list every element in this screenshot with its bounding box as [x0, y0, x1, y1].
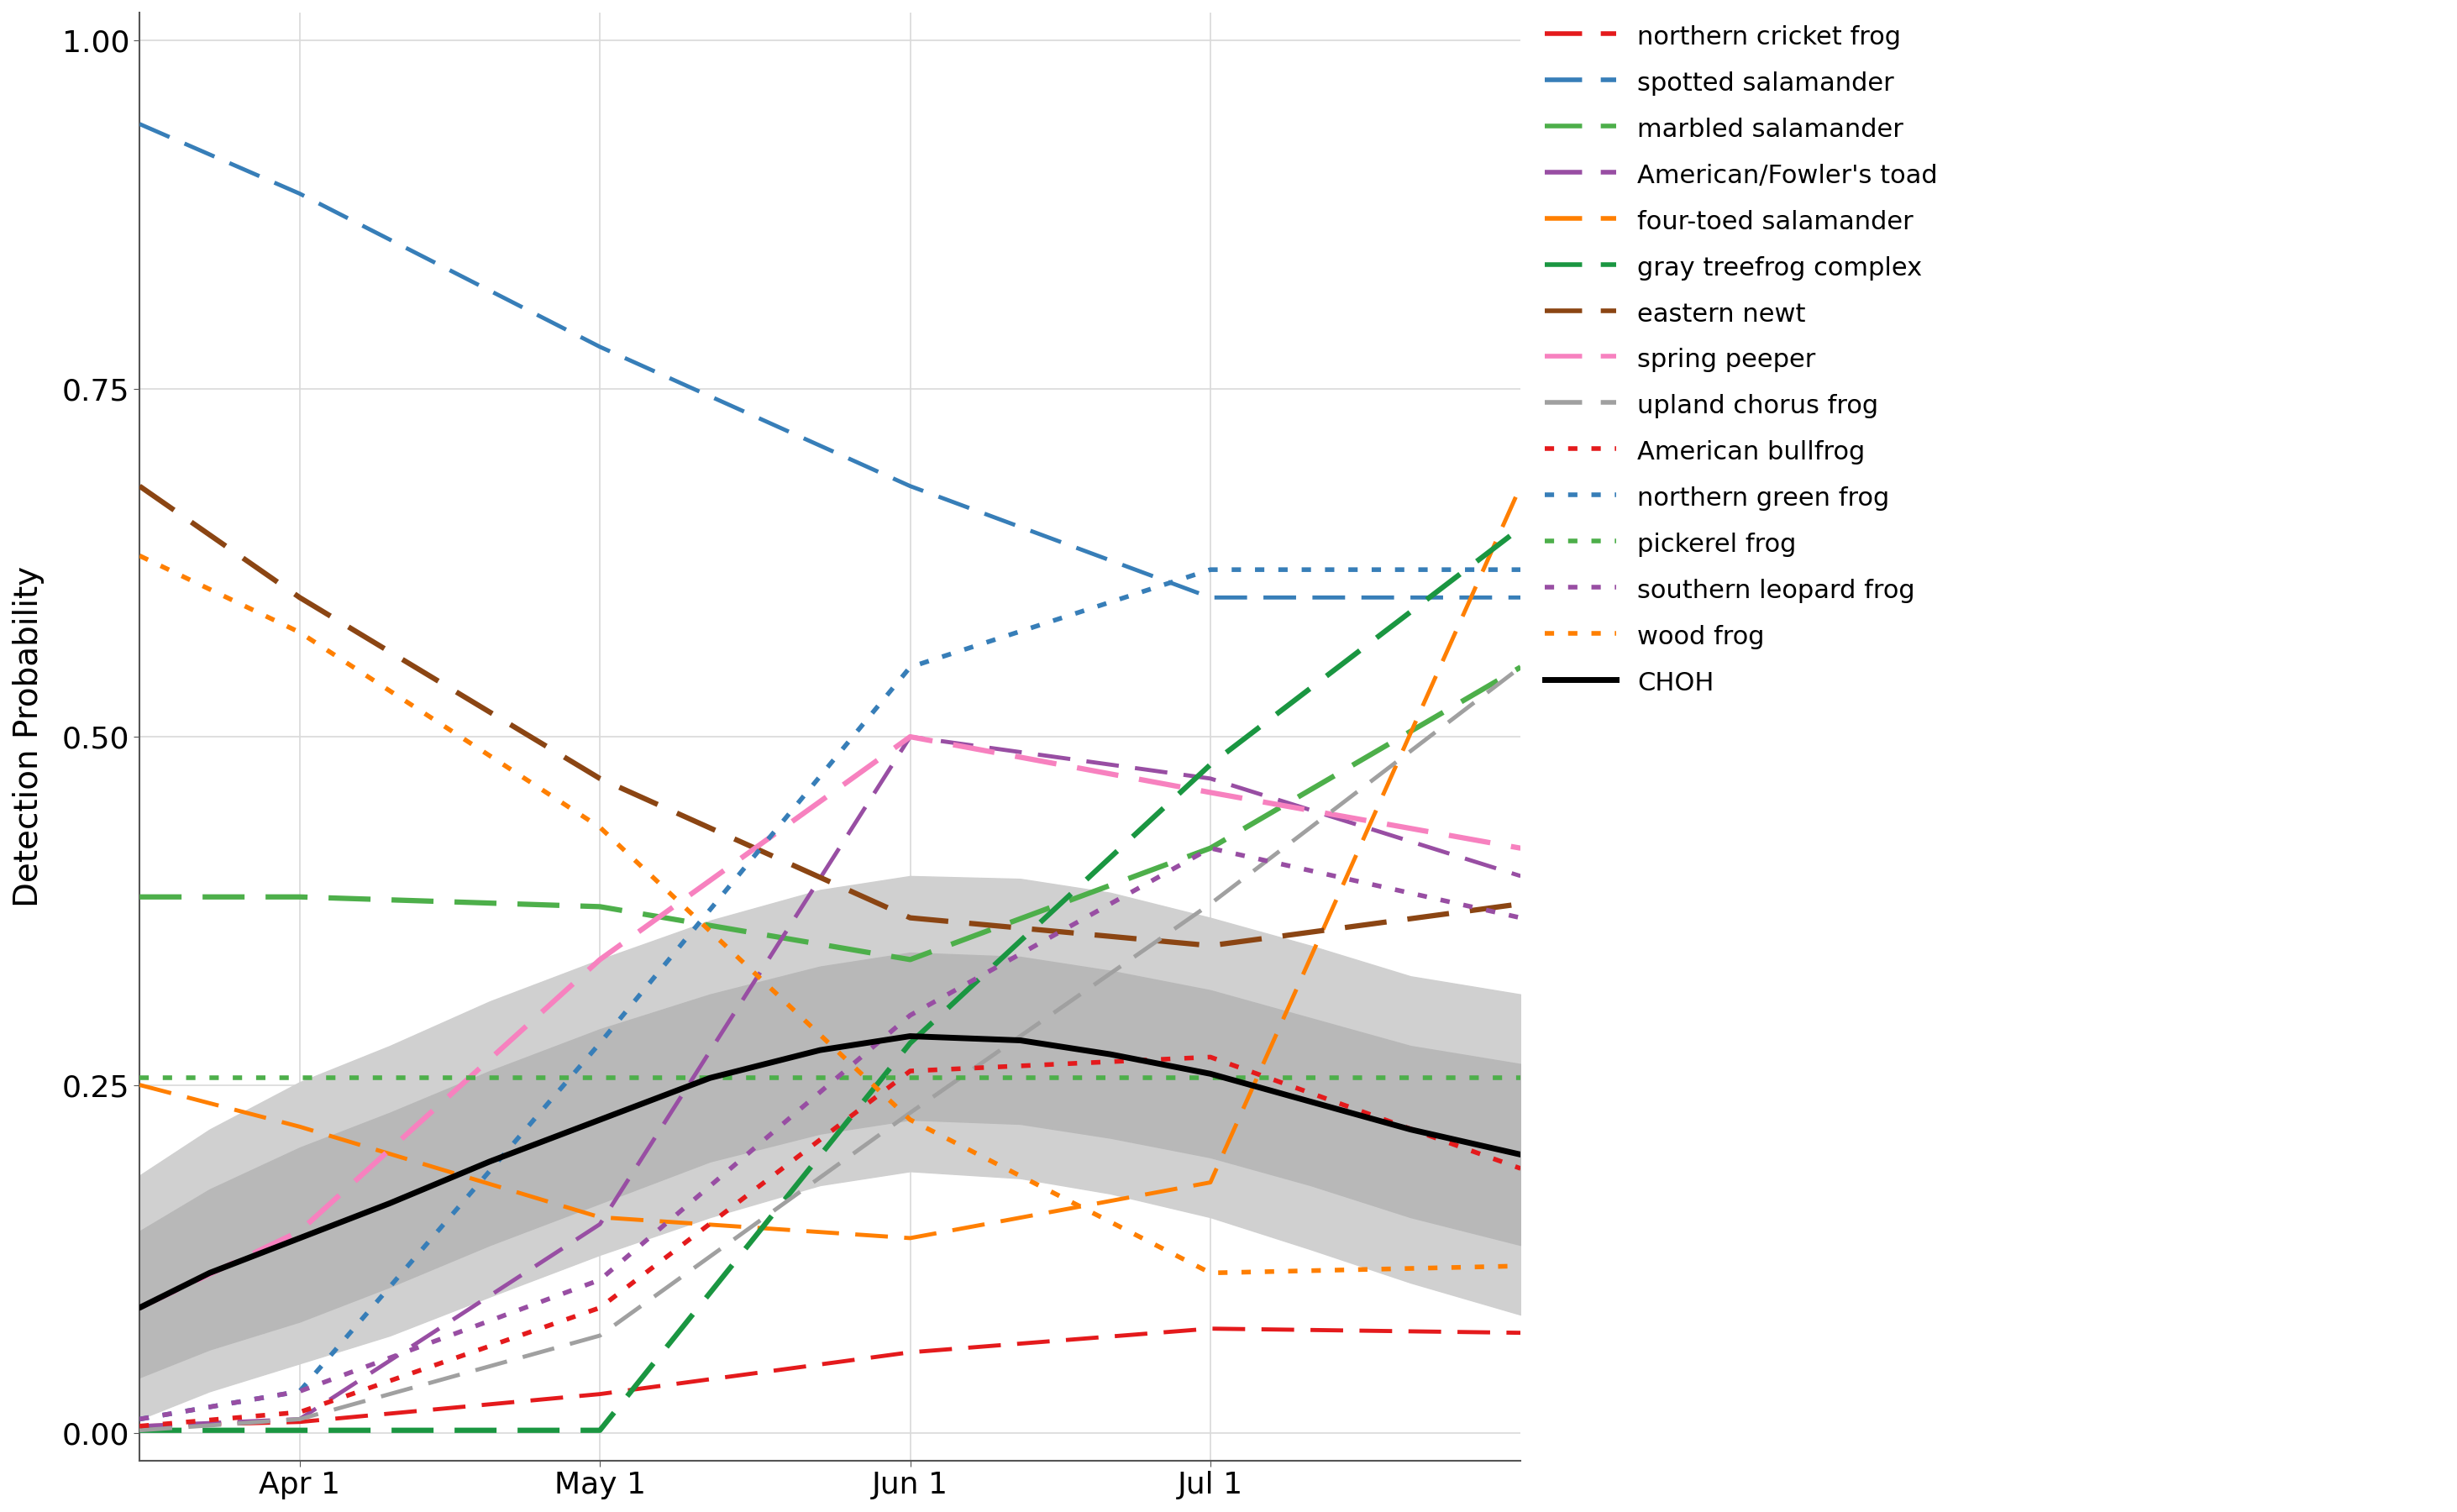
Legend: northern cricket frog, spotted salamander, marbled salamander, American/Fowler's: northern cricket frog, spotted salamande… [1536, 12, 1948, 706]
Y-axis label: Detection Probability: Detection Probability [12, 565, 44, 907]
